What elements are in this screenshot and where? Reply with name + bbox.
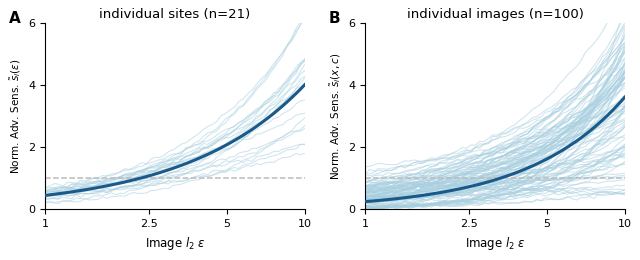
- Text: B: B: [329, 11, 340, 26]
- X-axis label: Image $l_2$ $\epsilon$: Image $l_2$ $\epsilon$: [465, 235, 525, 252]
- Text: A: A: [9, 11, 21, 26]
- Y-axis label: Norm. Adv. Sens. $\tilde{s}_i(\epsilon)$: Norm. Adv. Sens. $\tilde{s}_i(\epsilon)$: [8, 58, 23, 174]
- Title: individual sites (n=21): individual sites (n=21): [99, 8, 251, 21]
- Y-axis label: Norm. Adv. Sens. $\tilde{s}_i(x,c)$: Norm. Adv. Sens. $\tilde{s}_i(x,c)$: [328, 52, 343, 180]
- X-axis label: Image $l_2$ $\epsilon$: Image $l_2$ $\epsilon$: [145, 235, 205, 252]
- Title: individual images (n=100): individual images (n=100): [406, 8, 584, 21]
